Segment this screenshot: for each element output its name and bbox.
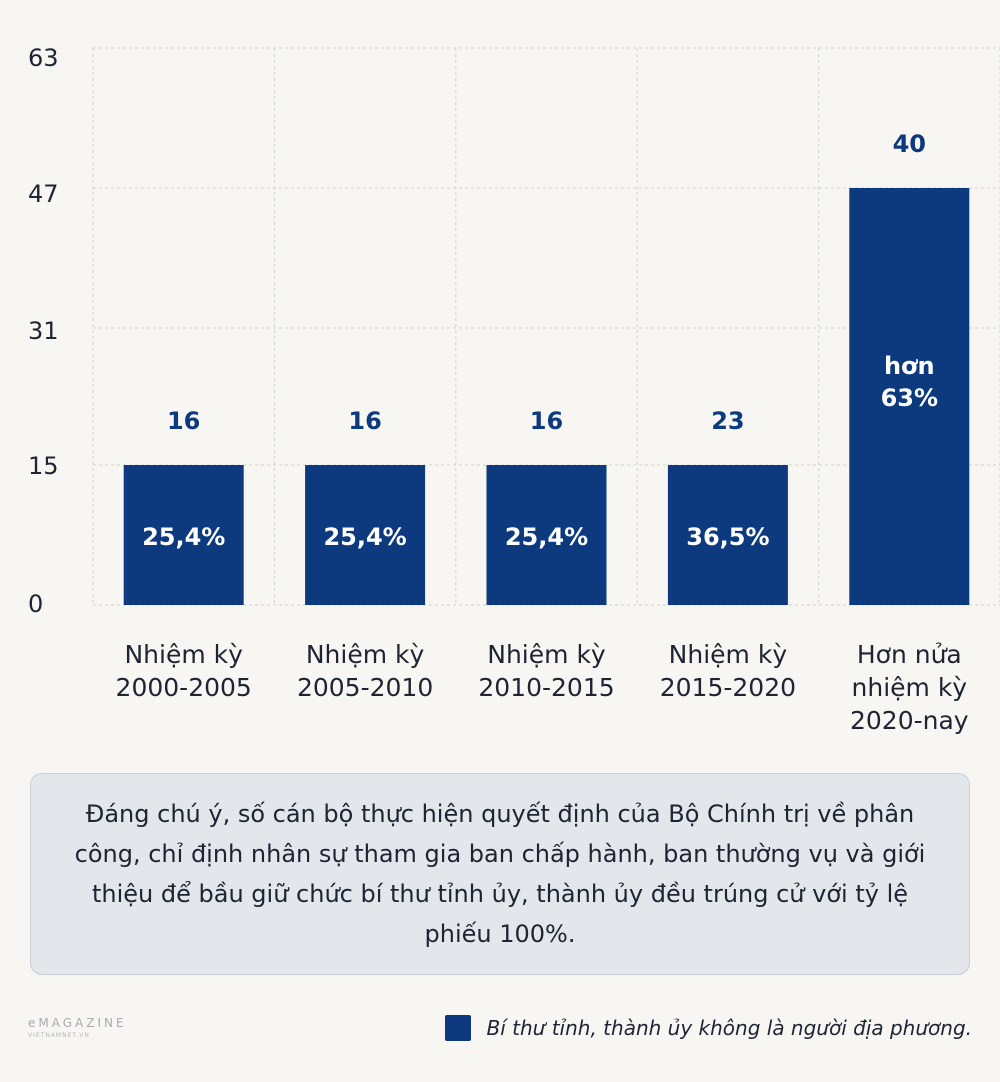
bar	[486, 465, 607, 605]
x-category-label: 2010-2015	[478, 673, 614, 702]
x-category-label: 2020-nay	[850, 706, 969, 735]
y-tick-label: 47	[28, 180, 59, 208]
bar-value-label: 16	[167, 407, 200, 435]
bar-percent-label: hơn	[884, 352, 935, 380]
bar	[849, 188, 970, 605]
bar-percent-label: 63%	[881, 384, 938, 412]
x-category-label: nhiệm kỳ	[852, 673, 968, 702]
bar-value-label: 23	[711, 407, 744, 435]
legend: Bí thư tỉnh, thành ủy không là người địa…	[444, 1015, 972, 1041]
note-box: Đáng chú ý, số cán bộ thực hiện quyết đị…	[30, 773, 970, 975]
y-tick-label: 31	[28, 317, 59, 345]
grid	[92, 47, 1000, 606]
brand-site: VIETNAMNET.VN	[28, 1032, 90, 1039]
x-category-label: Nhiệm kỳ	[306, 640, 425, 669]
bar-value-label: 16	[348, 407, 381, 435]
bar-value-label: 16	[530, 407, 563, 435]
bar	[123, 465, 244, 605]
bar-percent-label: 25,4%	[505, 523, 588, 551]
x-category-label: Hơn nửa	[857, 640, 962, 669]
y-tick-label: 63	[28, 44, 59, 72]
legend-label: Bí thư tỉnh, thành ủy không là người địa…	[486, 1016, 972, 1040]
x-category-label: 2000-2005	[116, 673, 252, 702]
bar-chart: 63 47 31 15 0 16 25,4% Nhiệm kỳ 2000-2005 16 25,4%…	[28, 44, 1000, 735]
bar-percent-label: 25,4%	[323, 523, 406, 551]
bar-value-label: 40	[893, 130, 926, 158]
bar-percent-label: 25,4%	[142, 523, 225, 551]
x-category-label: Nhiệm kỳ	[124, 640, 243, 669]
x-category-label: 2015-2020	[660, 673, 796, 702]
x-category-label: 2005-2010	[297, 673, 433, 702]
brand-name: eMAGAZINE	[28, 1016, 127, 1030]
x-category-label: Nhiệm kỳ	[487, 640, 606, 669]
brand-logo: eMAGAZINE VIETNAMNET.VN	[28, 1016, 138, 1039]
y-tick-label: 0	[28, 590, 43, 618]
bar	[305, 465, 426, 605]
legend-swatch	[444, 1015, 471, 1041]
y-tick-label: 15	[28, 452, 59, 480]
bar-percent-label: 36,5%	[686, 523, 769, 551]
x-category-label: Nhiệm kỳ	[669, 640, 788, 669]
bar	[667, 465, 788, 605]
note-text: Đáng chú ý, số cán bộ thực hiện quyết đị…	[74, 800, 926, 948]
